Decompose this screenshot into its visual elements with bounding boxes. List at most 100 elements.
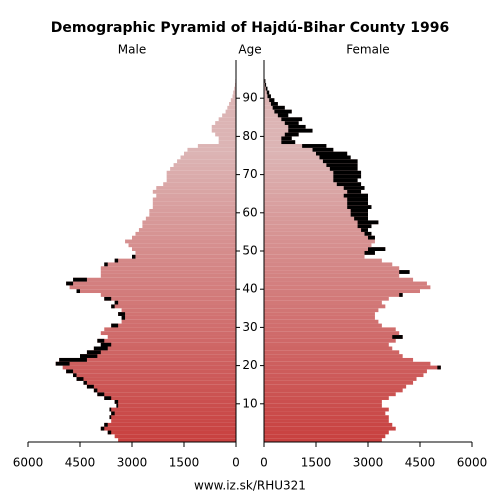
female-excess — [336, 182, 362, 187]
female-bar — [264, 415, 389, 420]
female-bar — [264, 323, 382, 328]
female-excess — [326, 163, 358, 167]
female-bar — [264, 113, 289, 118]
y-tick-label: 10 — [242, 396, 257, 410]
male-bar — [80, 354, 236, 358]
male-bar — [100, 293, 236, 297]
female-excess — [288, 128, 313, 133]
female-excess — [265, 86, 268, 91]
x-tick-label: 6000 — [13, 456, 44, 470]
male-bar — [76, 377, 237, 381]
female-excess — [347, 189, 362, 194]
male-excess — [109, 415, 112, 420]
female-bar — [264, 419, 389, 423]
female-bar — [264, 342, 389, 347]
female-bar — [264, 396, 389, 400]
female-bar — [264, 155, 351, 160]
female-bar — [264, 285, 431, 290]
male-bar — [233, 90, 236, 95]
male-excess — [86, 384, 94, 389]
male-label: Male — [118, 43, 146, 57]
male-bar — [93, 346, 236, 351]
female-bar — [264, 289, 420, 294]
male-bar — [111, 323, 236, 328]
male-bar — [86, 350, 236, 355]
male-bar — [104, 262, 237, 267]
male-bar — [73, 373, 236, 378]
female-bar — [264, 350, 400, 355]
male-bar — [142, 220, 236, 225]
male-bar — [215, 121, 236, 125]
male-bar — [62, 365, 236, 370]
male-bar — [118, 312, 236, 316]
male-bar — [138, 228, 236, 232]
female-excess — [265, 82, 267, 87]
female-bar — [264, 151, 348, 156]
male-bar — [97, 338, 236, 343]
female-excess — [350, 208, 368, 213]
female-bar — [264, 266, 400, 271]
female-bar — [264, 354, 403, 358]
male-bar — [149, 212, 236, 217]
male-excess — [121, 315, 126, 320]
male-bar — [135, 251, 236, 255]
male-bar — [59, 357, 237, 362]
female-excess — [354, 216, 368, 221]
female-excess — [357, 220, 379, 225]
female-excess — [333, 174, 362, 179]
male-bar — [227, 105, 236, 110]
female-bar — [264, 189, 362, 194]
source: www.iz.sk/RHU321 — [194, 479, 306, 493]
y-tick-label: 90 — [242, 91, 257, 105]
male-bar — [222, 113, 236, 118]
female-excess — [347, 205, 372, 209]
x-tick-label: 4500 — [65, 456, 96, 470]
male-bar — [218, 140, 236, 145]
male-excess — [97, 338, 105, 343]
female-bar — [264, 239, 375, 244]
male-excess — [93, 346, 108, 351]
male-bar — [86, 384, 236, 389]
female-bar — [264, 361, 431, 366]
x-tick-label: 3000 — [117, 456, 148, 470]
female-bar — [264, 193, 368, 198]
female-excess — [316, 151, 348, 156]
female-excess — [284, 121, 299, 125]
female-bar — [264, 327, 396, 332]
female-bar — [264, 384, 407, 389]
male-excess — [73, 277, 87, 282]
female-bar — [264, 434, 386, 439]
male-bar — [211, 124, 236, 129]
male-excess — [107, 430, 112, 435]
female-bar — [264, 124, 306, 129]
male-excess — [86, 350, 101, 355]
male-bar — [230, 98, 236, 103]
female-bar — [264, 243, 372, 248]
female-bar — [264, 159, 358, 164]
male-excess — [100, 342, 112, 347]
male-bar — [114, 258, 236, 263]
male-bar — [121, 315, 236, 320]
female-excess — [364, 251, 375, 255]
male-bar — [180, 155, 236, 160]
female-bar — [264, 90, 270, 95]
male-bar — [215, 132, 236, 137]
male-excess — [93, 388, 98, 393]
male-bar — [100, 342, 236, 347]
male-bar — [125, 239, 236, 244]
female-bar — [264, 254, 365, 259]
male-bar — [142, 224, 236, 229]
female-bar — [264, 438, 382, 442]
female-excess — [322, 159, 358, 164]
female-bar — [264, 205, 372, 209]
male-bar — [100, 266, 236, 271]
female-bar — [264, 258, 382, 263]
female-excess — [350, 212, 368, 217]
female-excess — [284, 132, 299, 137]
male-bar — [211, 128, 236, 133]
male-bar — [109, 415, 236, 420]
female-bar — [264, 281, 427, 286]
female-bar — [264, 201, 368, 206]
female-excess — [399, 270, 410, 274]
